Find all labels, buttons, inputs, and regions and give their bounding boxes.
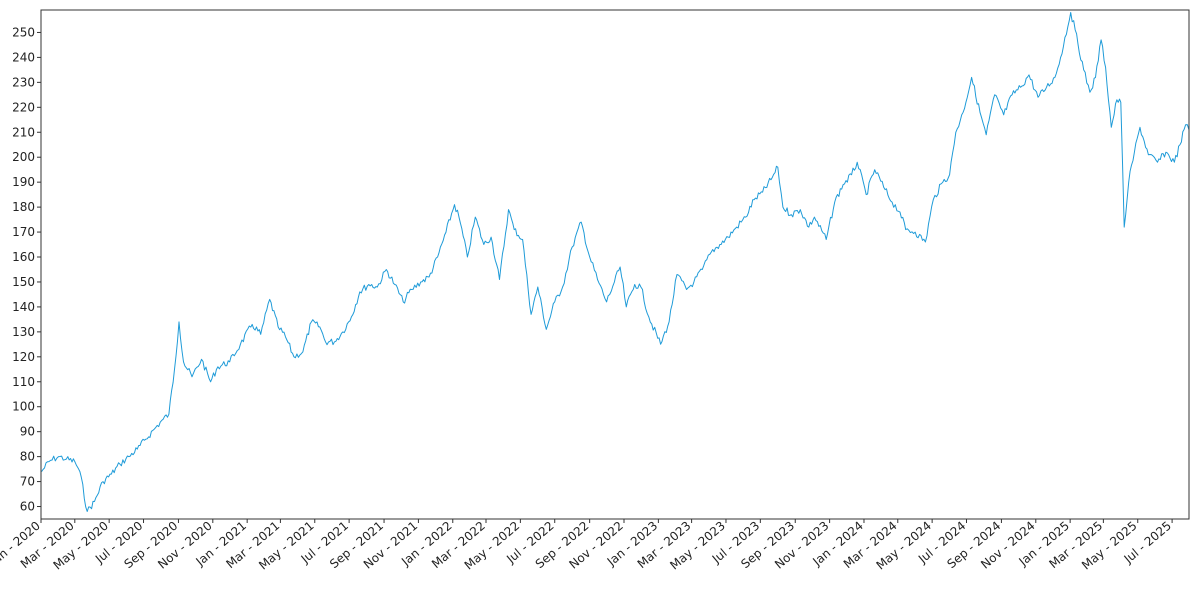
y-tick-label: 240 [12,50,35,64]
price-series-line [41,12,1190,512]
y-tick-label: 120 [12,350,35,364]
y-axis: 60 70 80 90 100 110 120 130 140 150 160 170 180 190 20… [12,25,41,514]
y-tick-label: 110 [12,375,35,389]
y-tick-label: 100 [12,400,35,414]
y-tick-label: 80 [20,450,35,464]
y-tick-label: 250 [12,25,35,39]
y-tick-label: 130 [12,325,35,339]
y-tick-label: 160 [12,250,35,264]
y-tick-label: 140 [12,300,35,314]
y-tick-label: 60 [20,500,35,514]
y-tick-label: 70 [20,475,35,489]
series-layer [41,12,1190,512]
y-tick-label: 210 [12,125,35,139]
y-tick-label: 90 [20,425,35,439]
y-tick-label: 190 [12,175,35,189]
y-tick-label: 200 [12,150,35,164]
y-tick-label: 170 [12,225,35,239]
y-tick-label: 180 [12,200,35,214]
y-tick-label: 220 [12,100,35,114]
y-tick-label: 230 [12,75,35,89]
plot-frame [40,9,1190,520]
y-tick-label: 150 [12,275,35,289]
